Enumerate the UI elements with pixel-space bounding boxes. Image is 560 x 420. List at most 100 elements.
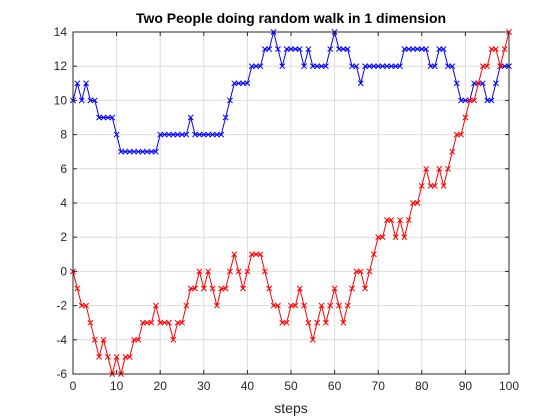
data-point <box>292 46 299 53</box>
data-point <box>388 217 395 224</box>
data-point <box>462 114 469 121</box>
y-tick-label: 2 <box>60 230 67 244</box>
data-point <box>292 302 299 309</box>
data-point <box>144 148 151 155</box>
data-point <box>362 285 369 292</box>
data-point <box>174 131 181 138</box>
data-point <box>205 268 212 275</box>
data-point <box>392 63 399 70</box>
data-point <box>418 46 425 53</box>
data-point <box>479 80 486 87</box>
data-point <box>261 46 268 53</box>
data-point <box>453 131 460 138</box>
data-point <box>471 97 478 104</box>
data-point <box>213 131 220 138</box>
data-point <box>192 131 199 138</box>
data-point <box>126 353 133 360</box>
data-point <box>344 302 351 309</box>
data-point <box>296 285 303 292</box>
data-point <box>74 285 81 292</box>
data-point <box>492 46 499 53</box>
x-axis-label: steps <box>274 400 307 416</box>
data-point <box>113 131 120 138</box>
y-tick-label: 12 <box>54 59 68 73</box>
data-point <box>100 336 107 343</box>
data-point <box>431 63 438 70</box>
data-point <box>200 285 207 292</box>
data-point <box>440 46 447 53</box>
data-point <box>414 46 421 53</box>
x-tick-label: 40 <box>241 379 255 393</box>
data-point <box>405 46 412 53</box>
data-point <box>488 46 495 53</box>
data-point <box>196 131 203 138</box>
data-point <box>453 80 460 87</box>
data-point <box>131 148 137 155</box>
data-point <box>222 114 229 121</box>
y-tick-label: -6 <box>56 367 67 381</box>
data-point <box>449 63 456 70</box>
data-point <box>305 46 312 53</box>
data-point <box>484 97 491 104</box>
y-tick-label: 10 <box>54 93 68 107</box>
data-point <box>410 46 417 53</box>
data-point <box>148 148 155 155</box>
data-point <box>370 63 377 70</box>
x-tick-label: 30 <box>197 379 211 393</box>
data-point <box>122 353 129 360</box>
data-point <box>318 302 325 309</box>
data-point <box>257 251 264 258</box>
data-point <box>488 97 495 104</box>
data-point <box>279 319 286 326</box>
data-point <box>100 114 107 121</box>
data-point <box>327 46 334 53</box>
y-tick-label: -4 <box>56 333 67 347</box>
data-point <box>104 353 111 360</box>
data-point <box>375 63 382 70</box>
data-point <box>318 63 325 70</box>
data-point <box>274 46 281 53</box>
data-point <box>327 302 334 309</box>
y-tick-label: -2 <box>56 299 67 313</box>
data-point <box>83 302 90 309</box>
data-point <box>91 336 98 343</box>
data-point <box>179 131 185 138</box>
data-point <box>449 148 456 155</box>
data-point <box>227 97 233 104</box>
data-point <box>492 80 499 87</box>
data-point <box>445 63 451 70</box>
data-point <box>187 285 194 292</box>
series-layer <box>70 29 512 377</box>
data-point <box>96 353 103 360</box>
data-point <box>209 131 216 138</box>
data-point <box>152 302 159 309</box>
data-point <box>296 46 303 53</box>
data-point <box>78 97 85 104</box>
data-point <box>240 80 246 87</box>
data-point <box>370 251 377 258</box>
data-point <box>235 268 242 275</box>
data-point <box>388 63 395 70</box>
data-point <box>126 148 133 155</box>
data-point <box>301 63 308 70</box>
data-point <box>427 182 434 189</box>
data-point <box>170 131 177 138</box>
data-point <box>405 217 412 224</box>
data-point <box>227 268 233 275</box>
data-point <box>309 336 316 343</box>
x-tick-label: 100 <box>499 379 519 393</box>
data-point <box>479 63 486 70</box>
data-point <box>244 80 251 87</box>
data-point <box>414 200 421 206</box>
data-point <box>322 319 329 326</box>
data-point <box>357 268 364 275</box>
data-point <box>274 302 281 309</box>
data-point <box>104 114 111 121</box>
data-point <box>244 268 251 275</box>
data-point <box>366 63 373 70</box>
y-tick-label: 6 <box>60 162 67 176</box>
data-point <box>83 80 90 87</box>
data-point <box>266 46 273 53</box>
data-point <box>288 302 294 309</box>
